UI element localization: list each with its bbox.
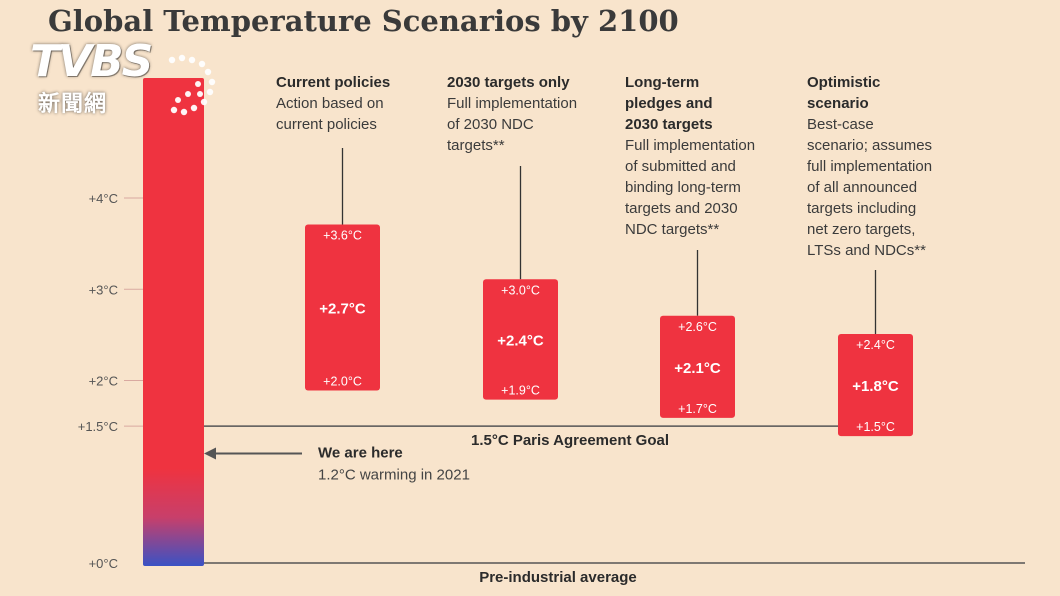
annotation-text: 1.2°C warming in 2021 bbox=[318, 467, 470, 484]
we-are-here-arrow-head-icon bbox=[204, 447, 216, 460]
scenario-title: pledges and bbox=[625, 95, 713, 112]
scenario-low-label: +1.5°C bbox=[856, 420, 895, 434]
scenario-mid-label: +2.7°C bbox=[319, 301, 366, 318]
annotation-title: We are here bbox=[318, 445, 403, 462]
y-tick-label: +3°C bbox=[89, 282, 118, 297]
scenario-range-bar bbox=[305, 224, 380, 391]
scenario-range-bar bbox=[483, 279, 558, 400]
scenario-desc-line: LTSs and NDCs** bbox=[807, 242, 926, 259]
scenario-desc-line: of all announced bbox=[807, 179, 918, 196]
logo-dots-icon bbox=[168, 54, 216, 116]
scenario-desc-line: current policies bbox=[276, 116, 377, 133]
scenario-desc-line: scenario; assumes bbox=[807, 137, 933, 154]
scenario-desc-line: Full implementation bbox=[625, 137, 756, 154]
scenario-desc-line: of 2030 NDC bbox=[447, 116, 534, 133]
scenario-mid-label: +2.4°C bbox=[497, 332, 544, 349]
scenario-header-optimistic: Optimistic scenario Best-case scenario; … bbox=[807, 72, 932, 261]
scenario-title: Current policies bbox=[276, 74, 391, 91]
y-tick-label: +1.5°C bbox=[78, 419, 118, 434]
scenario-low-label: +2.0°C bbox=[323, 375, 362, 389]
scenario-header-2030: 2030 targets only Full implementation of… bbox=[447, 72, 577, 156]
scenario-header-long-term: Long-term pledges and 2030 targets Full … bbox=[625, 72, 755, 240]
scenario-high-label: +3.6°C bbox=[323, 229, 362, 243]
scenario-high-label: +2.6°C bbox=[678, 320, 717, 334]
scenario-mid-label: +1.8°C bbox=[852, 378, 899, 395]
scenario-desc-line: Full implementation bbox=[447, 95, 578, 112]
scenario-desc-line: targets including bbox=[807, 200, 917, 217]
scenario-high-label: +3.0°C bbox=[501, 283, 540, 297]
scenario-desc-line: NDC targets** bbox=[625, 221, 720, 238]
scenario-desc-line: Best-case bbox=[807, 116, 874, 133]
scenario-title: Optimistic bbox=[807, 74, 881, 91]
scenario-title: Long-term bbox=[625, 74, 700, 91]
chart-title: Global Temperature Scenarios by 2100 bbox=[48, 4, 679, 38]
reference-line-label: 1.5°C Paris Agreement Goal bbox=[471, 432, 669, 449]
reference-line-label: Pre-industrial average bbox=[479, 569, 637, 586]
logo-text: TVBS bbox=[30, 36, 153, 87]
scenario-desc-line: of submitted and bbox=[625, 158, 736, 175]
scenario-title: scenario bbox=[807, 95, 869, 112]
scenario-desc-line: full implementation bbox=[807, 158, 933, 175]
scenario-desc-line: net zero targets, bbox=[807, 221, 916, 238]
scenario-range-bar bbox=[838, 334, 913, 437]
scenario-title: 2030 targets bbox=[625, 116, 713, 133]
y-tick-label: +2°C bbox=[89, 374, 118, 389]
scenario-desc-line: Action based on bbox=[276, 95, 384, 112]
scenario-desc-line: targets** bbox=[447, 137, 505, 154]
scenario-desc-line: binding long-term bbox=[625, 179, 741, 196]
scenario-low-label: +1.9°C bbox=[501, 384, 540, 398]
scenario-header-current: Current policies Action based on current… bbox=[276, 72, 390, 135]
scenario-low-label: +1.7°C bbox=[678, 402, 717, 416]
scenario-high-label: +2.4°C bbox=[856, 338, 895, 352]
logo-subtitle: 新聞網 bbox=[38, 92, 108, 117]
temperature-scale-bar bbox=[143, 78, 204, 566]
y-tick-label: +0°C bbox=[89, 556, 118, 571]
scenario-range-bar bbox=[660, 315, 735, 418]
scenario-title: 2030 targets only bbox=[447, 74, 570, 91]
y-tick-label: +4°C bbox=[89, 191, 118, 206]
tvbs-logo: TVBS 新聞網 bbox=[30, 36, 216, 117]
scenario-mid-label: +2.1°C bbox=[674, 360, 721, 377]
scenario-desc-line: targets and 2030 bbox=[625, 200, 738, 217]
